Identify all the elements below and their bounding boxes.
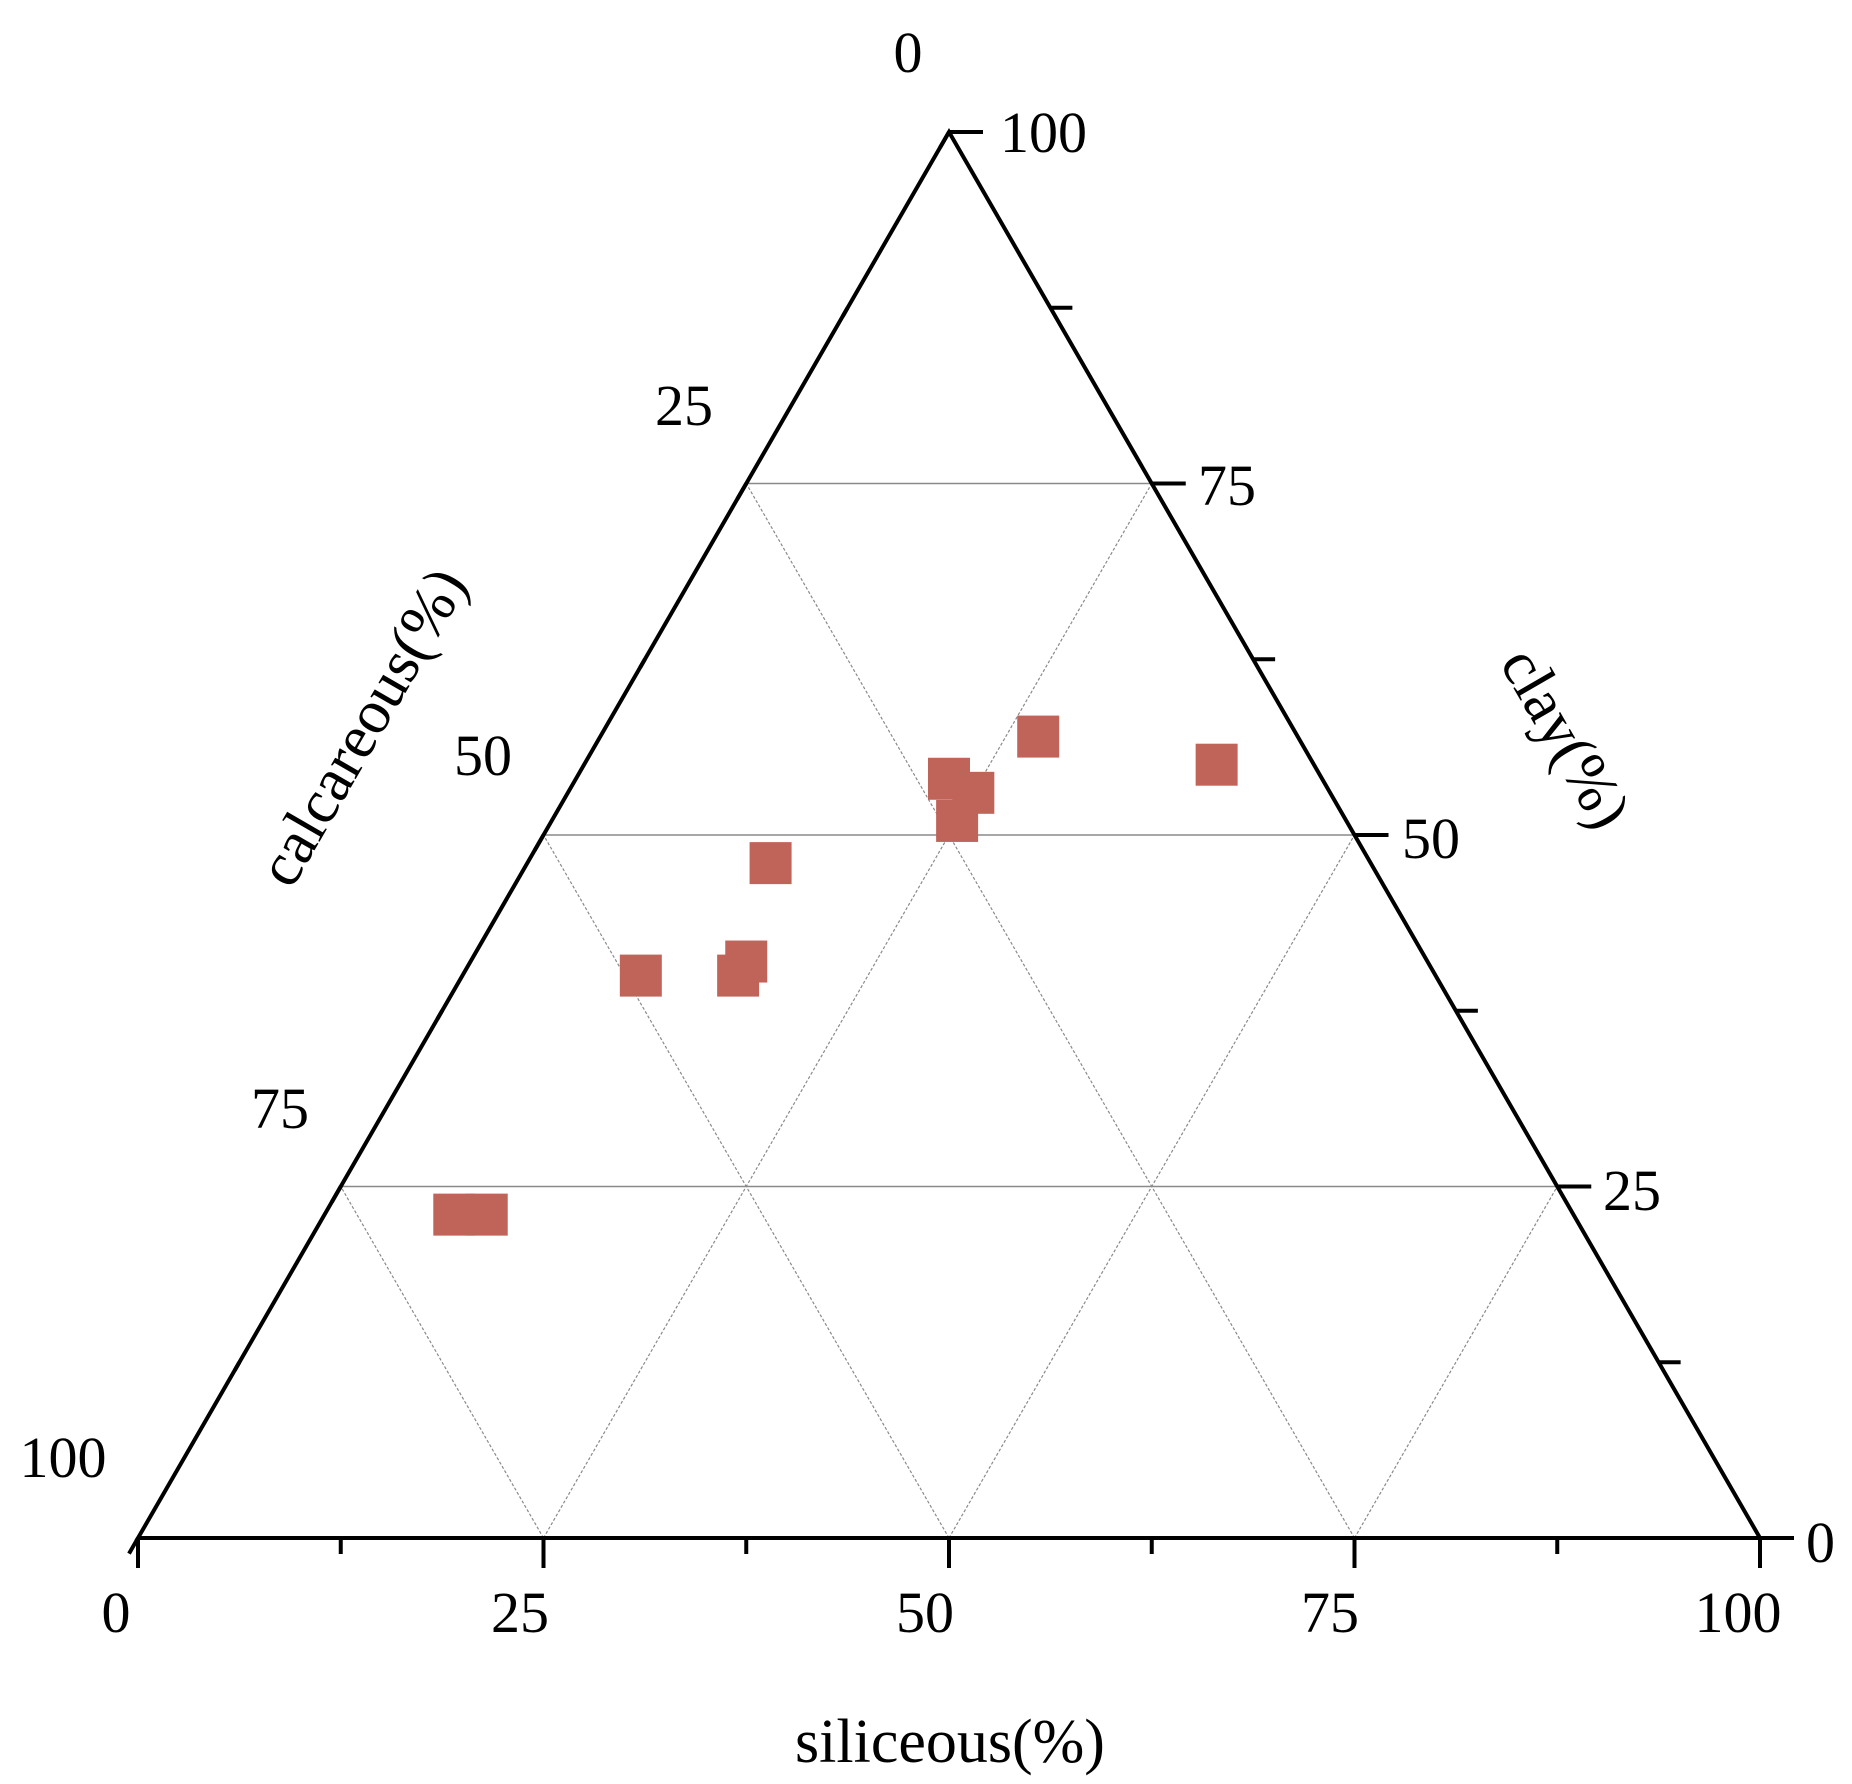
clay-tick-label: 50 — [1402, 806, 1460, 871]
grid-line-siliceous — [542, 483, 1153, 1539]
data-point — [749, 842, 792, 885]
grid-lines — [340, 482, 1558, 1539]
siliceous-tick-label: 75 — [1301, 1580, 1359, 1645]
grid-line-calcareous — [340, 1186, 545, 1539]
tick-marks — [127, 130, 1794, 1568]
data-point — [619, 954, 662, 997]
calcareous-tick — [532, 834, 546, 852]
data-point — [433, 1193, 476, 1236]
calcareous-tick-label: 50 — [454, 723, 512, 788]
calcareous-tick — [638, 658, 647, 669]
calcareous-tick-label: 25 — [655, 373, 713, 438]
calcareous-tick — [127, 1537, 140, 1555]
siliceous-tick-label: 25 — [491, 1580, 549, 1645]
calcareous-tick — [938, 131, 951, 149]
clay-tick-label: 0 — [1806, 1510, 1835, 1575]
grid-line-siliceous — [1353, 1186, 1558, 1539]
calcareous-tick-label: 0 — [894, 20, 923, 85]
calcareous-axis-title: calcareous(%) — [245, 556, 481, 897]
data-point — [1195, 743, 1238, 786]
calcareous-tick — [435, 1009, 444, 1021]
calcareous-tick-label: 100 — [20, 1425, 107, 1490]
calcareous-tick-label: 75 — [251, 1076, 309, 1141]
data-points — [433, 715, 1238, 1236]
data-point — [1017, 715, 1060, 758]
tick-labels: 0 25 50 75 100 100 75 50 25 0 0 25 50 75… — [20, 20, 1836, 1645]
data-point — [936, 799, 979, 842]
calcareous-tick — [232, 1361, 242, 1372]
grid-line-calcareous — [745, 483, 1356, 1539]
calcareous-tick — [330, 1185, 343, 1204]
siliceous-tick-label: 50 — [896, 1580, 954, 1645]
siliceous-axis-title: siliceous(%) — [795, 1708, 1105, 1776]
grid-line-calcareous — [542, 834, 950, 1539]
calcareous-tick — [735, 482, 748, 501]
clay-tick-label: 25 — [1603, 1158, 1661, 1223]
siliceous-tick-label: 0 — [102, 1580, 131, 1645]
siliceous-tick-label: 100 — [1695, 1580, 1782, 1645]
data-point — [717, 954, 760, 997]
clay-axis-title: clay(%) — [1487, 636, 1644, 840]
clay-tick-label: 100 — [1000, 100, 1087, 165]
clay-tick-label: 75 — [1198, 453, 1256, 518]
calcareous-tick — [841, 306, 850, 318]
